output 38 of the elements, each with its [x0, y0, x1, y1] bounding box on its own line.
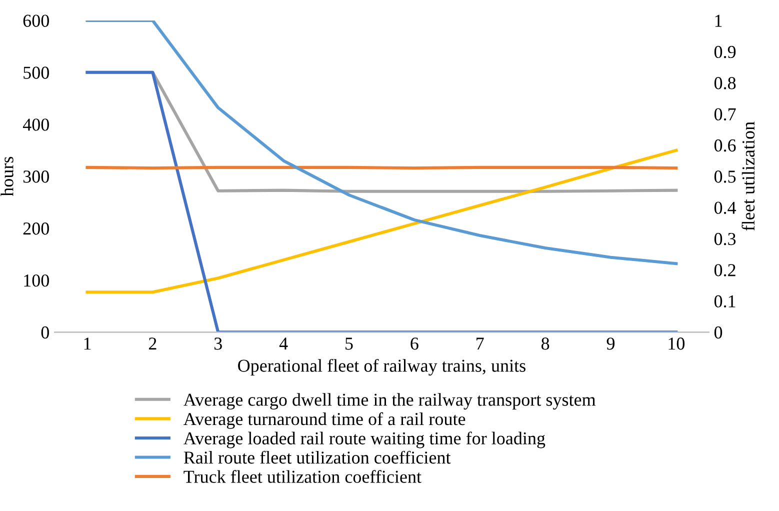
y2-tick-label: 0.2	[714, 264, 736, 276]
y2-tick-label: 0.6	[714, 139, 736, 152]
y2-tick-label: 1	[715, 14, 722, 27]
x-tick-label: 3	[214, 338, 222, 350]
x-tick-label: 1	[84, 338, 91, 350]
y-tick-label: 600	[23, 14, 49, 27]
x-tick-label: 7	[476, 338, 484, 350]
x-axis-title: Operational fleet of railway trains, units	[238, 358, 526, 376]
y-tick-label: 300	[23, 170, 49, 183]
y2-tick-label: 0.9	[714, 46, 736, 58]
y2-axis-title: fleet utilization	[742, 122, 755, 231]
y2-tick-label: 0.1	[714, 295, 736, 308]
legend-label: Average turnaround time of a rail route	[184, 412, 466, 429]
y-tick-label: 500	[24, 66, 49, 79]
y-tick-label: 200	[23, 222, 49, 235]
legend-label: Average loaded rail route waiting time for loading	[184, 432, 546, 448]
x-tick-label: 2	[148, 338, 156, 350]
x-tick-label: 5	[346, 338, 353, 350]
x-tick-label: 8	[541, 338, 550, 350]
y-axis-title: hours	[0, 156, 14, 196]
x-tick-label: 6	[410, 338, 418, 350]
legend-label: Average cargo dwell time in the railway transport system	[184, 393, 596, 410]
y2-tick-label: 0.8	[714, 77, 736, 90]
x-tick-label: 10	[668, 338, 685, 350]
x-tick-label: 9	[606, 338, 615, 350]
y2-tick-label: 0.7	[714, 108, 736, 120]
y2-tick-label: 0	[714, 326, 722, 339]
y2-tick-label: 0.4	[714, 202, 736, 214]
y-tick-label: 0	[41, 326, 49, 339]
legend-label: Truck fleet utilization coefficient	[184, 470, 422, 483]
line-series	[86, 20, 678, 266]
y-tick-label: 100	[24, 274, 49, 287]
line-series	[86, 148, 678, 294]
y2-tick-label: 0.5	[714, 170, 736, 183]
legend-label: Rail route fleet utilization coefficient	[184, 450, 451, 464]
y2-tick-label: 0.3	[714, 232, 736, 246]
y-tick-label: 400	[22, 118, 49, 131]
x-tick-label: 4	[279, 338, 288, 350]
